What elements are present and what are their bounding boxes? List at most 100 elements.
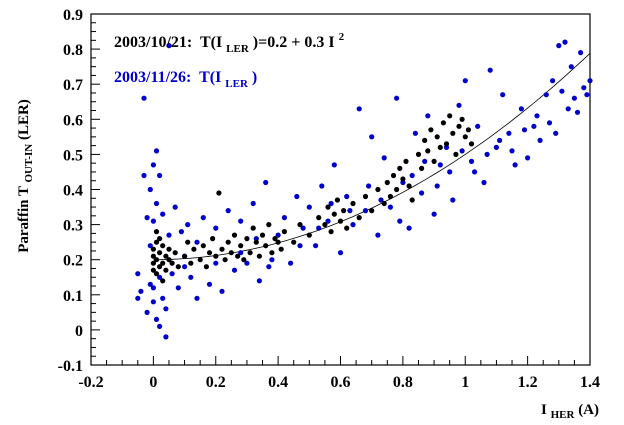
data-point-series-1: [362, 193, 369, 200]
data-point-series-1: [278, 246, 284, 252]
data-point-series-2: [263, 179, 269, 186]
data-point-series-1: [200, 243, 206, 249]
axis-tick-labels: -0.2 0 0.2 0.4 0.6 0.8 1 1.2 1.4 -0.1 0 0.1 0.2 0.3 0.…: [58, 7, 600, 391]
data-point-series-2: [493, 144, 499, 150]
data-point-series-2: [206, 281, 213, 287]
data-point-series-2: [534, 113, 540, 119]
data-point-series-2: [394, 95, 400, 101]
data-point-series-2: [412, 130, 418, 136]
data-point-series-1: [422, 137, 428, 143]
data-point-series-2: [571, 95, 578, 101]
data-point-series-2: [166, 232, 172, 238]
x-tick-label: 1.2: [518, 374, 538, 391]
data-point-series-2: [562, 39, 568, 45]
data-point-series-1: [253, 239, 259, 245]
data-point-series-1: [275, 239, 281, 245]
data-point-series-2: [450, 197, 456, 203]
data-point-series-2: [546, 120, 553, 126]
data-point-series-1: [210, 236, 216, 242]
data-point-series-2: [150, 285, 156, 291]
data-point-series-2: [581, 85, 587, 91]
data-point-series-1: [409, 197, 415, 203]
data-point-series-2: [431, 211, 437, 217]
data-point-series-2: [422, 158, 428, 164]
data-point-series-2: [256, 278, 262, 284]
data-point-series-1: [316, 215, 322, 221]
data-point-series-1: [256, 253, 262, 259]
y-tick-label: 0.9: [63, 7, 83, 24]
y-tick-label: 0.7: [63, 77, 83, 94]
data-point-series-2: [578, 50, 584, 56]
data-point-series-2: [194, 295, 200, 301]
data-point-series-2: [584, 92, 590, 98]
data-point-series-2: [153, 148, 160, 154]
annotation-1: 2003/10/21: T(I LER )=0.2 + 0.3 I 2: [114, 31, 345, 55]
y-axis-label-tail: (LER): [16, 99, 32, 140]
data-point-series-2: [568, 64, 574, 70]
data-point-series-2: [213, 260, 219, 266]
x-tick-label: 1: [461, 374, 469, 391]
data-point-series-1: [387, 193, 393, 200]
data-point-series-2: [157, 172, 163, 179]
data-point-series-1: [244, 236, 250, 242]
x-axis-label: I HER (A): [541, 402, 599, 422]
data-point-series-2: [537, 137, 543, 143]
data-point-series-2: [387, 204, 393, 210]
data-point-series-2: [219, 288, 225, 294]
data-point-series-1: [166, 257, 172, 263]
y-tick-label: -0.1: [58, 358, 83, 375]
data-point-series-2: [225, 208, 231, 214]
data-point-series-2: [144, 215, 150, 221]
y-axis-label-sub: OUT-IN: [23, 144, 35, 183]
data-point-series-2: [313, 243, 319, 249]
annotation-1-formula-mid: )=0.2 + 0.3 I: [253, 34, 335, 51]
data-point-series-1: [175, 264, 181, 270]
data-point-series-1: [160, 260, 166, 266]
data-point-series-2: [397, 218, 403, 224]
data-point-series-1: [381, 200, 387, 207]
x-tick-label: 0.2: [206, 374, 226, 391]
data-point-series-2: [500, 92, 506, 98]
data-point-series-1: [266, 222, 272, 228]
data-point-series-1: [153, 229, 160, 235]
data-point-series-2: [178, 229, 184, 235]
data-point-series-2: [157, 274, 163, 280]
data-point-series-2: [381, 155, 387, 161]
y-tick-label: 0.4: [63, 183, 83, 200]
y-axis-label-main: Paraffin T: [16, 186, 32, 253]
data-point-series-1: [216, 190, 222, 196]
data-point-series-1: [250, 225, 256, 231]
data-point-series-2: [475, 123, 481, 129]
annotation-2: 2003/11/26: T(I LER ): [114, 69, 257, 90]
data-point-series-2: [297, 243, 303, 249]
data-point-series-2: [319, 183, 325, 189]
x-axis-label-sub: HER: [551, 409, 576, 421]
data-point-series-1: [263, 243, 269, 249]
x-tick-label: 0: [149, 374, 157, 391]
data-point-series-2: [135, 295, 141, 301]
data-point-series-1: [150, 253, 156, 259]
data-point-series-2: [362, 208, 369, 214]
data-point-series-2: [356, 106, 362, 112]
data-point-series-2: [587, 78, 593, 84]
data-point-series-2: [559, 88, 565, 94]
data-point-series-2: [150, 218, 156, 224]
data-point-series-2: [300, 225, 306, 231]
data-point-series-1: [450, 130, 456, 136]
data-point-series-1: [160, 243, 166, 249]
data-point-series-2: [325, 218, 331, 224]
data-point-series-1: [191, 246, 197, 252]
data-point-series-1: [153, 271, 160, 277]
data-point-series-1: [281, 229, 287, 235]
annotation-2-formula-sub: LER: [225, 78, 249, 90]
data-point-series-2: [250, 200, 256, 207]
data-point-series-2: [138, 288, 144, 294]
data-point-series-2: [160, 211, 166, 217]
data-point-series-1: [153, 239, 160, 245]
data-point-series-1: [169, 260, 175, 266]
data-point-series-1: [331, 211, 337, 217]
data-point-series-1: [328, 229, 334, 235]
data-point-series-2: [409, 172, 415, 179]
data-point-series-2: [238, 250, 244, 256]
